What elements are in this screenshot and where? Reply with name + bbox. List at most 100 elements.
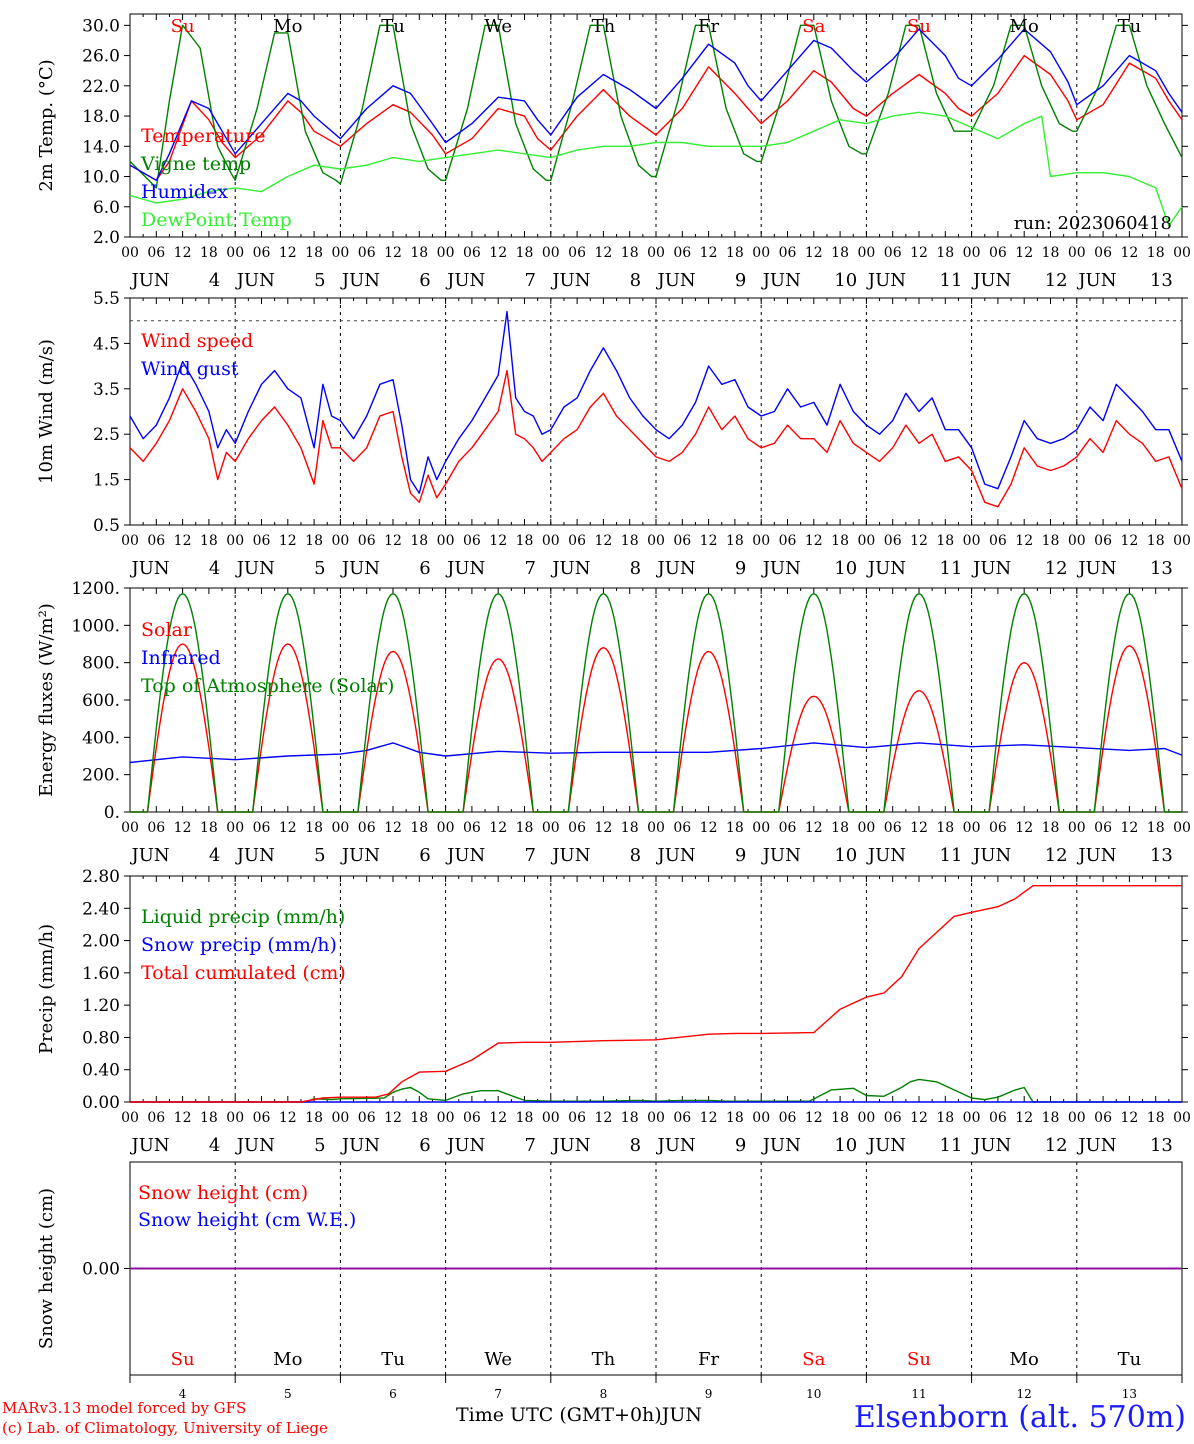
y-tick-label: 0.80 [82, 1028, 120, 1048]
series-liquid-precip-mm-h [130, 1078, 1182, 1103]
x-date-label: 4 [209, 270, 220, 291]
x-hour-label: 12 [1120, 245, 1138, 261]
x-month-label: JUN [130, 558, 170, 579]
time-axis-month: JUN [661, 1404, 702, 1426]
x-date-label: 4 [179, 1387, 187, 1401]
legend-entry: Liquid precip (mm/h) [141, 906, 345, 928]
x-hour-label: 06 [253, 820, 271, 836]
x-hour-label: 12 [174, 820, 192, 836]
x-date-label: 12 [1045, 270, 1068, 291]
x-month-label: JUN [235, 558, 275, 579]
x-hour-label: 00 [647, 820, 665, 836]
series-vigne-temp [129, 24, 1183, 189]
x-hour-label: 00 [437, 245, 455, 261]
x-hour-label: 06 [989, 245, 1007, 261]
x-hour-label: 18 [200, 245, 218, 261]
x-hour-label: 12 [1015, 1110, 1033, 1126]
weekday-label: Fr [698, 1349, 719, 1370]
x-hour-label: 00 [121, 820, 139, 836]
x-hour-label: 18 [410, 820, 428, 836]
x-hour-label: 00 [1068, 245, 1086, 261]
y-tick-label: 600. [82, 691, 120, 711]
x-hour-label: 12 [910, 533, 928, 549]
legend-entry: Top of Atmosphere (Solar) [141, 675, 394, 697]
y-tick-label: 1.20 [82, 996, 120, 1016]
weekday-label: Tu [1118, 16, 1142, 37]
x-hour-label: 18 [516, 820, 534, 836]
x-hour-label: 00 [331, 820, 349, 836]
x-hour-label: 12 [1120, 820, 1138, 836]
x-hour-label: 00 [1068, 820, 1086, 836]
x-month-label: JUN [550, 1135, 590, 1156]
x-month-label: JUN [656, 558, 696, 579]
x-month-label: JUN [130, 270, 170, 291]
x-hour-label: 18 [936, 1110, 954, 1126]
x-date-label: 10 [834, 558, 857, 579]
x-month-label: JUN [235, 845, 275, 866]
weekday-label: Fr [698, 16, 719, 37]
x-hour-label: 12 [700, 820, 718, 836]
panel-3: 0. 200. 400. 600. 800. 1000. 1200. Energy fluxe… [36, 579, 1191, 866]
y-tick-label: 1000. [71, 616, 120, 636]
x-hour-label: 00 [331, 533, 349, 549]
x-month-label: JUN [550, 558, 590, 579]
x-hour-label: 12 [910, 820, 928, 836]
x-hour-label: 00 [647, 245, 665, 261]
x-hour-label: 06 [358, 245, 376, 261]
x-hour-label: 00 [752, 1110, 770, 1126]
x-hour-label: 12 [805, 1110, 823, 1126]
x-date-label: 13 [1150, 270, 1173, 291]
x-hour-label: 12 [174, 1110, 192, 1126]
x-date-label: 9 [735, 845, 746, 866]
x-hour-label: 12 [384, 533, 402, 549]
x-hour-label: 06 [147, 533, 165, 549]
x-hour-label: 00 [542, 533, 560, 549]
x-month-label: JUN [761, 1135, 801, 1156]
x-hour-label: 00 [1173, 1110, 1191, 1126]
x-hour-label: 18 [726, 245, 744, 261]
x-date-label: 11 [940, 558, 963, 579]
x-month-label: JUN [866, 270, 906, 291]
legend-entry: Solar [141, 619, 193, 641]
x-hour-label: 18 [726, 1110, 744, 1126]
y-tick-label: 18.0 [82, 107, 120, 127]
y-tick-label: 0.00 [82, 1260, 120, 1280]
weekday-label: Sa [802, 1349, 825, 1370]
x-date-label: 11 [911, 1387, 926, 1401]
x-month-label: JUN [550, 845, 590, 866]
y-tick-label: 14.0 [82, 137, 120, 157]
x-hour-label: 18 [936, 245, 954, 261]
y-tick-label: 4.5 [93, 334, 120, 354]
x-hour-label: 12 [594, 533, 612, 549]
x-date-label: 5 [314, 558, 325, 579]
x-hour-label: 06 [884, 245, 902, 261]
x-hour-label: 00 [963, 533, 981, 549]
x-month-label: JUN [656, 845, 696, 866]
weekday-label: Tu [1118, 1349, 1142, 1370]
x-hour-label: 18 [305, 245, 323, 261]
legend-entry: Snow height (cm W.E.) [138, 1209, 356, 1231]
x-date-label: 13 [1150, 845, 1173, 866]
y-tick-label: 0. [104, 803, 120, 823]
y-tick-label: 22.0 [82, 77, 120, 97]
x-date-label: 6 [419, 270, 430, 291]
series-dewpoint-temp [129, 111, 1183, 227]
x-hour-label: 06 [253, 245, 271, 261]
weekday-label: Mo [273, 16, 302, 37]
x-hour-label: 00 [226, 820, 244, 836]
x-hour-label: 12 [279, 245, 297, 261]
weekday-label: Sa [802, 16, 825, 37]
x-hour-label: 12 [174, 245, 192, 261]
x-hour-label: 12 [384, 245, 402, 261]
x-month-label: JUN [235, 1135, 275, 1156]
weekday-label: We [484, 1349, 512, 1370]
x-hour-label: 06 [463, 245, 481, 261]
x-hour-label: 18 [726, 820, 744, 836]
x-hour-label: 12 [174, 533, 192, 549]
x-hour-label: 18 [305, 820, 323, 836]
y-tick-label: 1.5 [93, 471, 120, 491]
weekday-label: Tu [381, 16, 405, 37]
y-tick-label: 26.0 [82, 47, 120, 67]
y-axis-label: Precip (mm/h) [36, 924, 57, 1054]
x-date-label: 8 [630, 558, 641, 579]
